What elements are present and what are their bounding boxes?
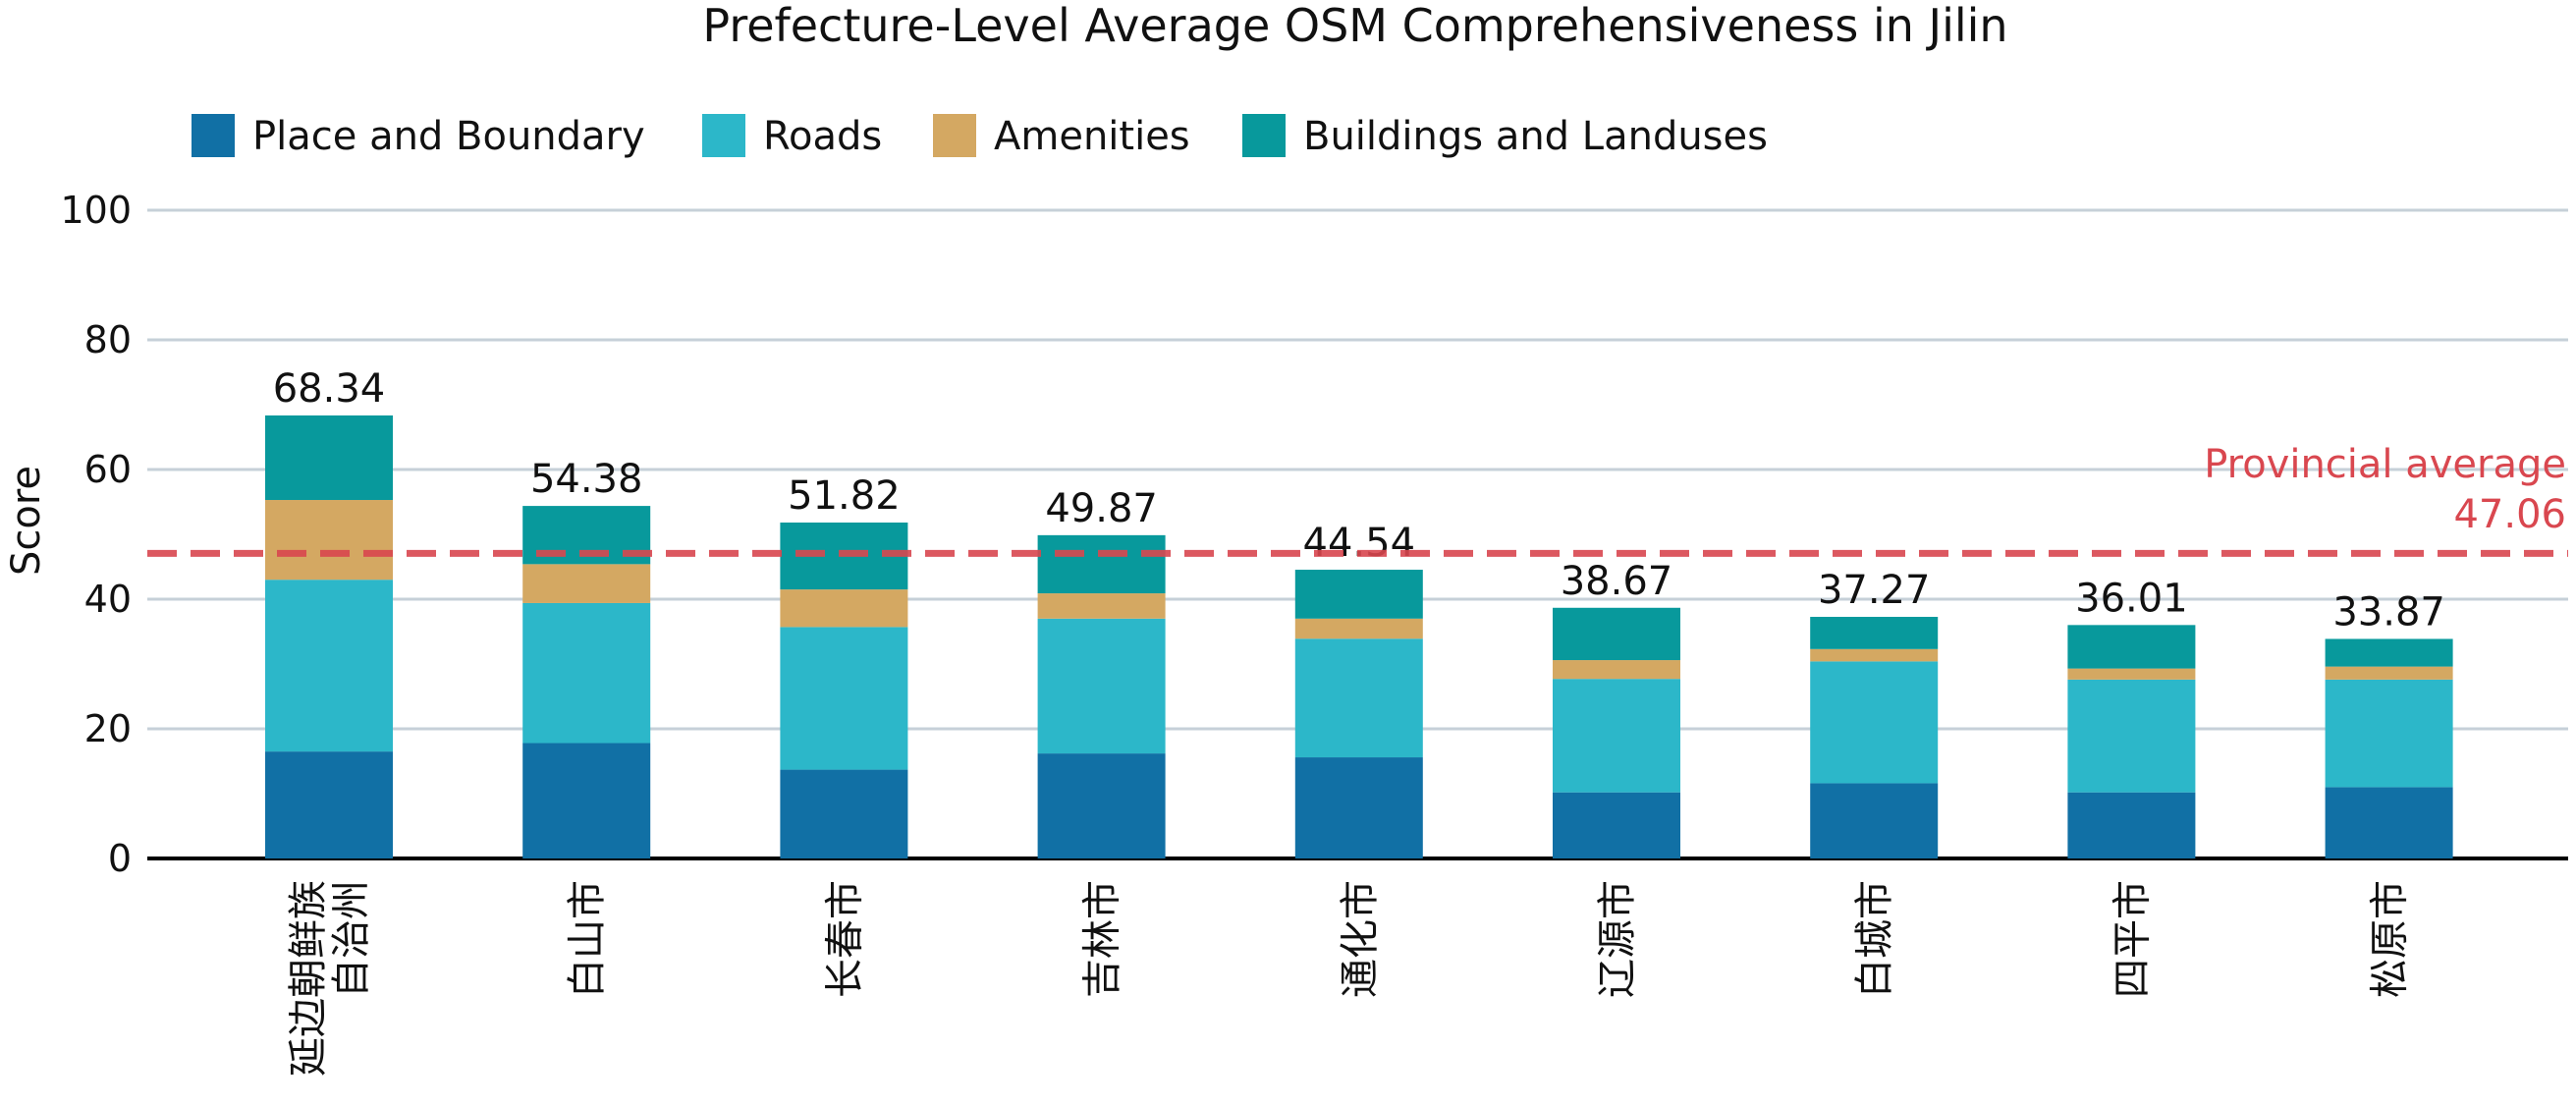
y-tick-label: 20	[84, 707, 132, 750]
y-tick-labels: 0 20 40 60 80 100	[60, 189, 132, 880]
x-tick-label: 吉林市	[1080, 880, 1125, 998]
bar-segment	[1553, 679, 1680, 793]
y-tick-label: 80	[84, 318, 132, 361]
x-tick-label: 白城市	[1852, 880, 1897, 998]
bar-total-label: 38.67	[1561, 559, 1673, 604]
bar-segment	[2067, 679, 2196, 793]
bar-segment	[1553, 607, 1680, 661]
bar-total-label: 54.38	[530, 457, 643, 502]
bar-segment	[2067, 792, 2196, 858]
y-tick-label: 60	[84, 448, 132, 491]
y-tick-label: 40	[84, 578, 132, 621]
x-tick-label-line: 辽源市	[1595, 880, 1640, 998]
bar-segment	[265, 415, 393, 501]
x-tick-label-line: 吉林市	[1080, 880, 1125, 998]
x-tick-label-line: 白城市	[1852, 880, 1897, 998]
bar-segment	[2325, 666, 2453, 680]
bar-segment	[265, 751, 393, 858]
legend-label: Roads	[763, 114, 882, 159]
bar-segment	[1294, 618, 1423, 639]
legend-swatch	[933, 114, 976, 157]
bar-segment	[522, 743, 651, 858]
bar-segment	[2325, 679, 2453, 788]
bar-segment	[1810, 648, 1939, 662]
x-tick-label: 白山市	[565, 880, 610, 998]
reference-line-group: Provincial average 47.06	[147, 442, 2568, 557]
legend-swatch	[192, 114, 235, 157]
y-tick-label: 0	[108, 837, 132, 880]
bar-total-labels: 68.34 54.38 51.82 49.87 44.54 38.67 37.27 36.01…	[273, 366, 2445, 636]
x-tick-label-line: 四平市	[2110, 880, 2155, 998]
legend: Place and Boundary Roads Amenities Building…	[192, 114, 1768, 159]
x-tick-label: 通化市	[1338, 880, 1383, 998]
bar-segment	[2067, 625, 2196, 669]
bar-total-label: 44.54	[1303, 521, 1416, 566]
bar-segment	[2067, 668, 2196, 680]
x-tick-label-line: 通化市	[1338, 880, 1383, 998]
bar-segment	[1037, 534, 1166, 594]
bar-segment	[1294, 570, 1423, 619]
x-tick-label-line: 长春市	[822, 880, 867, 998]
legend-swatch	[702, 114, 745, 157]
bar-segment	[780, 589, 908, 628]
bar-segment	[1553, 792, 1680, 858]
legend-swatch	[1242, 114, 1286, 157]
bar-segment	[1810, 783, 1939, 858]
x-tick-label: 辽源市	[1595, 880, 1640, 998]
legend-label: Place and Boundary	[252, 114, 645, 159]
x-tick-label: 四平市	[2110, 880, 2155, 998]
legend-label: Buildings and Landuses	[1303, 114, 1768, 159]
bar-total-label: 49.87	[1045, 486, 1158, 531]
chart-title: Prefecture-Level Average OSM Comprehensi…	[702, 0, 2007, 52]
bar-segment	[1553, 660, 1680, 680]
reference-line-value: 47.06	[2453, 492, 2566, 537]
y-tick-label: 100	[60, 189, 132, 232]
bar-segment	[522, 564, 651, 603]
y-axis-label: Score	[4, 466, 49, 576]
reference-line-label: Provincial average	[2204, 442, 2566, 487]
bars	[265, 415, 2453, 858]
x-tick-label: 松原市	[2368, 880, 2413, 998]
bar-segment	[1294, 638, 1423, 758]
bar-segment	[1810, 661, 1939, 784]
bar-total-label: 36.01	[2075, 576, 2188, 621]
bar-total-label: 51.82	[788, 473, 901, 519]
bar-total-label: 33.87	[2332, 589, 2445, 635]
bar-segment	[265, 500, 393, 581]
bar-segment	[1810, 617, 1939, 649]
x-tick-label: 长春市	[822, 880, 867, 998]
bar-segment	[2325, 787, 2453, 858]
x-tick-label-line: 自治州	[329, 880, 374, 998]
legend-label: Amenities	[994, 114, 1190, 159]
bar-segment	[1037, 753, 1166, 858]
x-tick-label-line: 松原市	[2368, 880, 2413, 998]
bar-segment	[780, 627, 908, 770]
bar-segment	[1294, 757, 1423, 858]
bar-segment	[1037, 618, 1166, 754]
bar-segment	[780, 769, 908, 858]
bar-segment	[1037, 593, 1166, 619]
bar-total-label: 68.34	[273, 366, 386, 412]
bar-segment	[522, 602, 651, 744]
x-tick-label-line: 延边朝鲜族	[286, 880, 331, 1077]
x-tick-label-line: 白山市	[565, 880, 610, 998]
bar-segment	[2325, 638, 2453, 667]
bar-total-label: 37.27	[1818, 568, 1931, 613]
bar-segment	[265, 580, 393, 752]
